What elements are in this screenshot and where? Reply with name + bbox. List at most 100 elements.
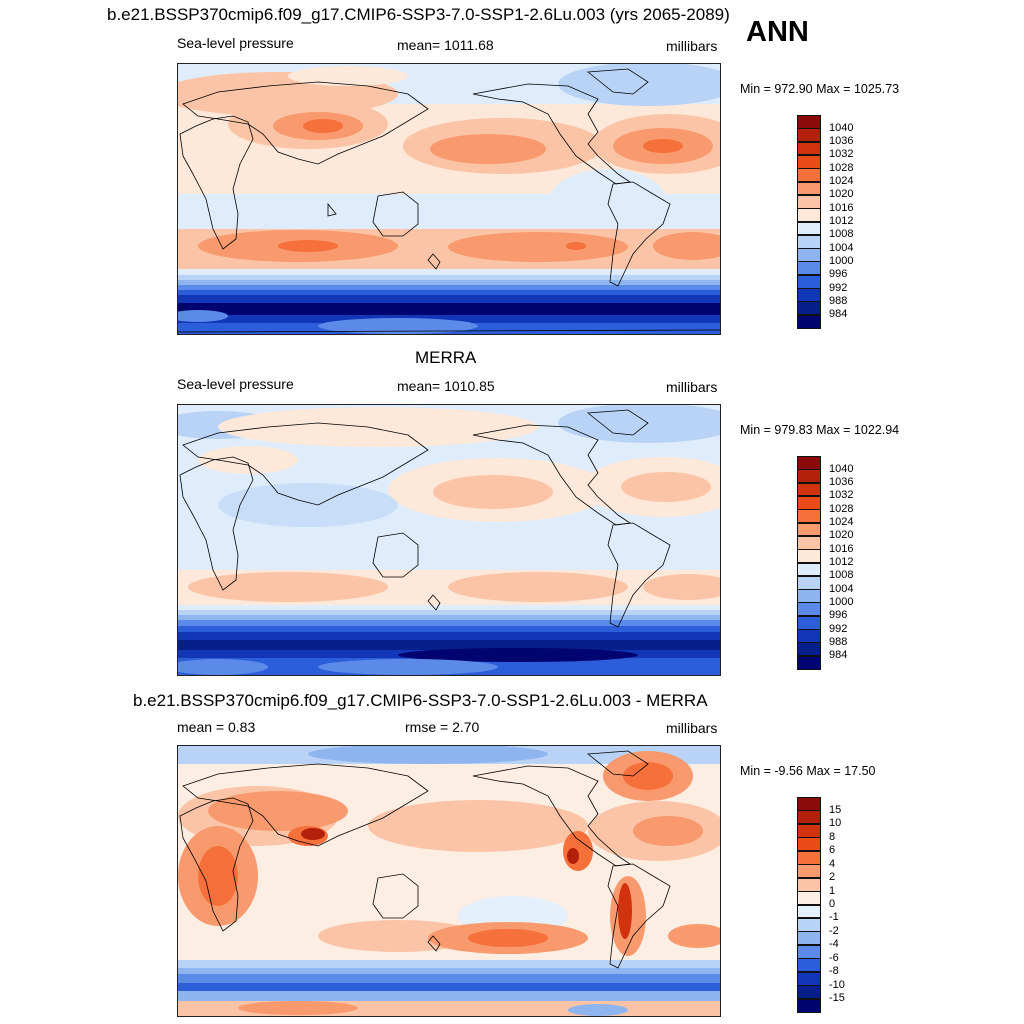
panel2-colorbar-label: 1032 <box>829 489 854 502</box>
panel3-colorbar-swatch <box>797 877 821 892</box>
panel2-mean: mean= 1010.85 <box>397 378 495 394</box>
panel3-colorbar-label: 15 <box>829 803 842 816</box>
panel3-colorbar-swatch <box>797 797 821 811</box>
panel1-variable: Sea-level pressure <box>177 35 294 51</box>
panel3-colorbar-swatch <box>797 944 821 959</box>
panel1-colorbar-swatch <box>797 181 821 196</box>
panel1-colorbar-swatch <box>797 248 821 262</box>
panel3-contour-field <box>178 746 720 1016</box>
panel2-colorbar-label: 988 <box>829 635 848 648</box>
panel2-colorbar-label: 1012 <box>829 556 854 568</box>
panel1-colorbar-swatch <box>797 274 821 289</box>
panel3-colorbar-label: 1 <box>829 884 836 897</box>
panel1-mean: mean= 1011.68 <box>397 37 494 53</box>
panel3-colorbar-label: 6 <box>829 844 836 857</box>
panel2-colorbar-label: 1024 <box>829 516 854 529</box>
panel1-colorbar-label: 1028 <box>829 161 854 174</box>
panel3-colorbar-swatch <box>797 917 821 932</box>
panel2-colorbar-label: 1000 <box>829 595 854 608</box>
panel3-mean: mean = 0.83 <box>177 719 256 735</box>
panel2-colorbar-label: 1008 <box>829 569 854 582</box>
panel1-colorbar: 1040 1036 1032 1028 1024 1020 1016 1012 1008 1004… <box>797 115 853 329</box>
panel1-colorbar-label: 1000 <box>829 254 854 267</box>
panel3-colorbar-swatch <box>797 891 821 905</box>
panel1-colorbar-label: 1012 <box>829 215 854 227</box>
panel1-colorbar-label: 992 <box>829 281 848 294</box>
panel2-minmax: Min = 979.83 Max = 1022.94 <box>740 423 900 437</box>
panel3-rmse: rmse = 2.70 <box>405 719 480 735</box>
panel3-colorbar-label: 0 <box>829 898 836 910</box>
panel1-colorbar-label: 1004 <box>829 241 854 254</box>
panel2-colorbar-swatch <box>797 482 821 497</box>
panel3-map <box>177 745 721 1017</box>
panel3-colorbar-swatch <box>797 985 821 1000</box>
panel1-colorbar-label: 1016 <box>829 201 854 214</box>
panel2-colorbar-label: 1036 <box>829 476 854 489</box>
panel1-colorbar-swatch <box>797 115 821 129</box>
panel1-colorbar-swatch <box>797 128 821 143</box>
panel1-colorbar-label: 988 <box>829 294 848 307</box>
panel1-colorbar-swatch <box>797 141 821 156</box>
panel2-units: millibars <box>666 379 718 395</box>
panel1-map <box>177 63 721 335</box>
panel1-colorbar-swatch <box>797 301 821 316</box>
panel2-colorbar-swatch <box>797 615 821 630</box>
panel2-colorbar-label: 1040 <box>829 462 854 475</box>
figure-title: b.e21.BSSP370cmip6.f09_g17.CMIP6-SSP3-7.… <box>107 5 730 24</box>
panel3-colorbar-swatch <box>797 904 821 919</box>
panel2-colorbar-swatch <box>797 469 821 484</box>
panel3-colorbar-swatch <box>797 958 821 973</box>
panel1-minmax: Min = 972.90 Max = 1025.73 <box>740 82 900 96</box>
panel3-colorbar: 15 10 8 6 4 2 1 0 -1 -2 -4 -6 -8 -10 -15 <box>797 797 845 1013</box>
panel1-colorbar-label: 1008 <box>829 228 854 241</box>
panel1-colorbar-swatch <box>797 261 821 276</box>
panel2-colorbar-label: 992 <box>829 622 848 635</box>
panel1-colorbar-label: 984 <box>829 308 848 321</box>
panel3-colorbar-swatch <box>797 823 821 838</box>
panel3-title: b.e21.BSSP370cmip6.f09_g17.CMIP6-SSP3-7.… <box>133 691 708 710</box>
panel1-colorbar-swatch <box>797 194 821 209</box>
panel2-colorbar-swatch <box>797 509 821 524</box>
panel1-colorbar-label: 1020 <box>829 188 854 201</box>
panel1-colorbar-label: 1036 <box>829 135 854 148</box>
panel3-colorbar-swatch <box>797 837 821 852</box>
panel2-title: MERRA <box>415 348 477 367</box>
panel2-colorbar-swatch <box>797 549 821 563</box>
panel3-colorbar-label: 10 <box>829 817 842 830</box>
panel3-colorbar-label: -2 <box>829 924 839 937</box>
panel3-units: millibars <box>666 720 718 736</box>
panel1-colorbar-swatch <box>797 168 821 183</box>
panel1-contour-field <box>178 64 720 334</box>
panel1-colorbar-swatch <box>797 154 821 169</box>
panel3-colorbar-swatch <box>797 931 821 946</box>
panel1-colorbar-swatch <box>797 234 821 249</box>
panel2-colorbar-label: 996 <box>829 609 848 622</box>
panel2-colorbar: 1040 1036 1032 1028 1024 1020 1016 1012 1008 1004… <box>797 456 853 670</box>
panel3-colorbar-label: -1 <box>829 911 839 924</box>
panel2-colorbar-swatch <box>797 629 821 643</box>
panel3-colorbar-label: -6 <box>829 951 839 964</box>
panel2-colorbar-swatch <box>797 535 821 550</box>
panel1-colorbar-swatch <box>797 208 821 222</box>
panel2-colorbar-label: 984 <box>829 649 848 662</box>
panel3-colorbar-label: 8 <box>829 830 836 843</box>
panel3-colorbar-swatch <box>797 998 821 1013</box>
panel1-colorbar-label: 1024 <box>829 175 854 188</box>
panel3-colorbar-label: 2 <box>829 871 836 884</box>
panel1-colorbar-label: 1032 <box>829 148 854 161</box>
panel2-colorbar-label: 1004 <box>829 582 854 595</box>
panel3-minmax: Min = -9.56 Max = 17.50 <box>740 764 876 778</box>
panel3-colorbar-label: -15 <box>829 992 845 1005</box>
panel1-colorbar-label: 1040 <box>829 121 854 134</box>
panel2-colorbar-swatch <box>797 562 821 577</box>
panel2-colorbar-label: 1016 <box>829 542 854 555</box>
panel3-colorbar-swatch <box>797 810 821 825</box>
panel3-colorbar-label: -4 <box>829 938 839 951</box>
panel2-colorbar-swatch <box>797 522 821 537</box>
panel3-colorbar-swatch <box>797 850 821 865</box>
panel2-colorbar-swatch <box>797 589 821 603</box>
panel2-colorbar-swatch <box>797 495 821 510</box>
panel2-colorbar-swatch <box>797 575 821 590</box>
panel1-colorbar-swatch <box>797 314 821 329</box>
panel2-colorbar-swatch <box>797 456 821 470</box>
